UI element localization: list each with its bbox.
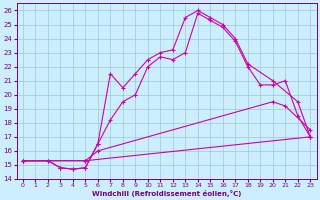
X-axis label: Windchill (Refroidissement éolien,°C): Windchill (Refroidissement éolien,°C): [92, 190, 241, 197]
